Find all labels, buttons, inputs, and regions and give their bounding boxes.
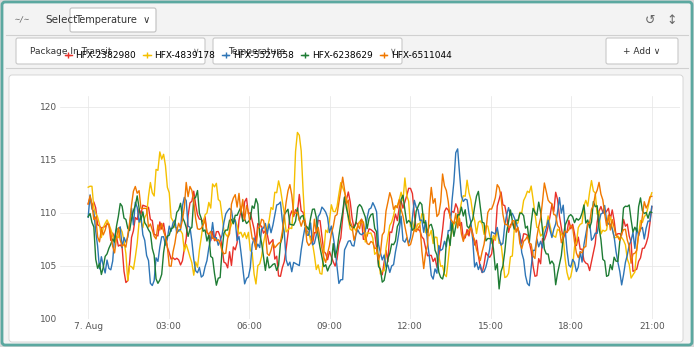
HFX-6238629 (648, 210, 656, 214)
HFX-6511044 (86, 194, 94, 198)
FancyBboxPatch shape (16, 38, 205, 64)
HFX-2382980 (421, 246, 430, 250)
HFX-4839178 (294, 130, 302, 135)
HFX-2382980 (423, 254, 432, 258)
HFX-4839178 (421, 230, 430, 235)
HFX-2382980 (84, 202, 92, 206)
HFX-6238629 (431, 248, 439, 252)
HFX-6238629 (495, 287, 503, 291)
HFX-2382980 (405, 186, 413, 191)
Text: Package In Transit: Package In Transit (30, 46, 112, 56)
HFX-6511044 (563, 230, 571, 234)
HFX-6511044 (418, 249, 426, 253)
Text: ↕: ↕ (667, 14, 677, 26)
FancyBboxPatch shape (9, 75, 683, 342)
HFX-5527658 (648, 204, 656, 208)
HFX-5527658 (418, 218, 426, 222)
HFX-5527658 (525, 283, 534, 288)
HFX-5527658 (420, 230, 428, 235)
Text: Temperature: Temperature (228, 46, 285, 56)
HFX-4839178 (433, 235, 441, 239)
HFX-6238629 (421, 220, 430, 224)
Line: HFX-5527658: HFX-5527658 (88, 149, 652, 286)
HFX-6238629 (420, 221, 428, 225)
HFX-6511044 (84, 202, 92, 206)
Bar (6, 5, 688, 35)
FancyBboxPatch shape (606, 38, 678, 64)
Line: HFX-4839178: HFX-4839178 (88, 133, 652, 284)
HFX-5527658 (563, 248, 571, 252)
HFX-2382980 (121, 280, 130, 285)
HFX-4839178 (86, 184, 94, 188)
HFX-6238629 (563, 219, 571, 223)
HFX-4839178 (599, 228, 607, 232)
HFX-2382980 (648, 204, 656, 209)
HFX-4839178 (252, 282, 260, 286)
HFX-2382980 (86, 195, 94, 199)
HFX-2382980 (599, 210, 607, 214)
HFX-5527658 (599, 211, 607, 215)
Text: ∨: ∨ (390, 46, 396, 56)
Legend: HFX-2382980, HFX-4839178, HFX-5527658, HFX-6238629, HFX-6511044: HFX-2382980, HFX-4839178, HFX-5527658, H… (65, 51, 452, 60)
FancyBboxPatch shape (213, 38, 402, 64)
Line: HFX-6511044: HFX-6511044 (88, 174, 652, 269)
HFX-5527658 (453, 147, 462, 151)
Text: Select: Select (45, 15, 77, 25)
Text: ↺: ↺ (645, 14, 655, 26)
HFX-6238629 (84, 215, 92, 219)
FancyBboxPatch shape (70, 8, 156, 32)
Line: HFX-2382980: HFX-2382980 (88, 188, 652, 282)
HFX-2382980 (433, 265, 441, 269)
HFX-6511044 (599, 198, 607, 202)
HFX-5527658 (84, 215, 92, 219)
Bar (6, 35, 688, 67)
HFX-4839178 (563, 270, 571, 274)
HFX-5527658 (86, 193, 94, 197)
HFX-5527658 (429, 277, 437, 281)
HFX-6511044 (421, 251, 430, 255)
Text: Temperature  ∨: Temperature ∨ (76, 15, 151, 25)
Text: ∨: ∨ (193, 46, 199, 56)
HFX-4839178 (84, 185, 92, 189)
HFX-6511044 (439, 172, 447, 176)
HFX-6511044 (431, 196, 439, 201)
HFX-6511044 (420, 266, 428, 271)
HFX-6238629 (194, 188, 202, 193)
Text: ∼∕∼: ∼∕∼ (15, 16, 30, 25)
Line: HFX-6238629: HFX-6238629 (88, 191, 652, 289)
Text: + Add ∨: + Add ∨ (623, 46, 661, 56)
HFX-6238629 (599, 257, 607, 261)
HFX-2382980 (563, 230, 571, 235)
HFX-4839178 (423, 233, 432, 237)
HFX-4839178 (648, 191, 656, 195)
HFX-6511044 (648, 194, 656, 198)
HFX-6238629 (86, 211, 94, 215)
